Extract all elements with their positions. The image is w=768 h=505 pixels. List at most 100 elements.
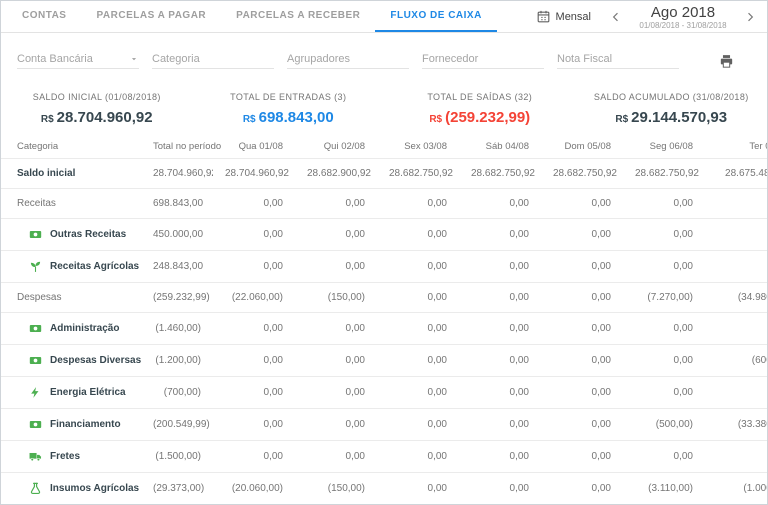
cashflow-table-body: Saldo inicial 28.704.960,92 28.704.960,92 2… xyxy=(1,158,767,504)
value-cell: 0,00 xyxy=(541,188,623,219)
currency-prefix: R$ xyxy=(429,114,443,125)
print-button[interactable] xyxy=(718,53,735,70)
table-row-saldo-inicial: Saldo inicial 28.704.960,92 28.704.960,92 2… xyxy=(1,158,767,189)
fornecedor-input[interactable] xyxy=(422,53,544,65)
cashflow-table: Categoria Total no período Qua 01/08 Qui 02… xyxy=(1,134,767,504)
categoria-input[interactable] xyxy=(152,53,274,65)
value-cell: 28.704.960,92 xyxy=(141,158,213,189)
seedling-icon xyxy=(29,260,42,273)
print-icon xyxy=(718,53,735,70)
filter-field-conta-bancaria xyxy=(17,53,139,69)
value-cell: 248.843,00 xyxy=(141,250,213,283)
value-cell: 0,00 xyxy=(705,250,767,283)
value-cell: 0,00 xyxy=(377,472,459,504)
column-header-sab-04-08: Sáb 04/08 xyxy=(485,141,529,152)
amount: 28.704.960,92 xyxy=(56,109,153,126)
value-cell: 0,00 xyxy=(705,188,767,219)
column-header-categoria: Categoria xyxy=(17,141,59,152)
next-period-button[interactable] xyxy=(739,6,761,28)
category-cell[interactable]: Insumos Agrícolas xyxy=(1,472,141,504)
category-label: Fretes xyxy=(50,451,81,462)
value-cell: 0,00 xyxy=(705,312,767,345)
value-cell: 0,00 xyxy=(213,376,295,409)
value-cell: 0,00 xyxy=(541,218,623,251)
category-cell[interactable]: Outras Receitas xyxy=(1,218,141,251)
table-row-energia-eletrica: Energia Elétrica (700,00) 0,00 0,00 0,00 0,00… xyxy=(1,376,767,409)
agrupadores-input[interactable] xyxy=(287,53,409,65)
category-cell[interactable]: Fretes xyxy=(1,440,141,473)
summary-card-title: TOTAL DE SAÍDAS (32) xyxy=(427,92,533,102)
conta-bancaria-input[interactable] xyxy=(17,53,129,65)
value-cell: 0,00 xyxy=(459,218,541,251)
currency-prefix: R$ xyxy=(615,114,629,125)
column-header-qui-02-08: Qui 02/08 xyxy=(323,141,365,152)
tab-parcelas-a-receber[interactable]: PARCELAS A RECEBER xyxy=(236,10,361,21)
currency-prefix: R$ xyxy=(40,114,54,125)
value-cell: (1.460,00) xyxy=(141,312,213,345)
summary-card-title: TOTAL DE ENTRADAS (3) xyxy=(230,92,347,102)
value-cell: (200.549,99) xyxy=(141,408,213,441)
view-mode-label: Mensal xyxy=(555,10,591,23)
period-title: Ago 2018 xyxy=(650,4,716,21)
value-cell: 0,00 xyxy=(213,440,295,473)
value-cell: 0,00 xyxy=(541,408,623,441)
category-cell[interactable]: Energia Elétrica xyxy=(1,376,141,409)
value-cell: 0,00 xyxy=(377,312,459,345)
value-cell: 450.000,00 xyxy=(141,218,213,251)
value-cell: 0,00 xyxy=(213,408,295,441)
table-row-despesas: Despesas (259.232,99) (22.060,00) (150,00) 0… xyxy=(1,282,767,313)
value-cell: 0,00 xyxy=(459,282,541,313)
previous-period-button[interactable] xyxy=(605,6,627,28)
value-cell: (500,00) xyxy=(623,408,705,441)
column-header-total-no-periodo: Total no período xyxy=(153,141,222,152)
summary-card-total-de-entradas-3: TOTAL DE ENTRADAS (3) R$ 698.843,00 xyxy=(193,92,385,134)
chevron-right-icon xyxy=(743,10,757,24)
value-cell: 0,00 xyxy=(213,188,295,219)
category-cell[interactable]: Administração xyxy=(1,312,141,345)
value-cell: (150,00) xyxy=(295,472,377,504)
value-cell: (7.270,00) xyxy=(623,282,705,313)
table-row-outras-receitas: Outras Receitas 450.000,00 0,00 0,00 0,00 0,0… xyxy=(1,218,767,251)
column-header-qua-01-08: Qua 01/08 xyxy=(238,141,283,152)
view-mode-button[interactable]: Mensal xyxy=(536,9,591,24)
column-header-dom-05-08: Dom 05/08 xyxy=(564,141,611,152)
category-cell[interactable]: Financiamento xyxy=(1,408,141,441)
nota-fiscal-input[interactable] xyxy=(557,53,679,65)
table-row-receitas: Receitas 698.843,00 0,00 0,00 0,00 0,00 0,00 0,… xyxy=(1,188,767,219)
category-label: Despesas xyxy=(17,292,62,303)
filter-field-agrupadores xyxy=(287,53,409,69)
category-cell[interactable]: Despesas Diversas xyxy=(1,344,141,377)
category-cell[interactable]: Receitas Agrícolas xyxy=(1,250,141,283)
filter-field-fornecedor xyxy=(422,53,544,69)
value-cell: 0,00 xyxy=(623,250,705,283)
chevron-down-icon[interactable] xyxy=(129,54,139,64)
value-cell: 0,00 xyxy=(295,250,377,283)
tab-contas[interactable]: CONTAS xyxy=(22,10,67,21)
value-cell: 0,00 xyxy=(295,376,377,409)
table-header-row: Categoria Total no período Qua 01/08 Qui 02… xyxy=(1,134,767,159)
value-cell: 0,00 xyxy=(459,440,541,473)
filter-field-categoria xyxy=(152,53,274,69)
value-cell: 0,00 xyxy=(377,282,459,313)
value-cell: 0,00 xyxy=(377,188,459,219)
banknote-icon xyxy=(29,418,42,431)
tab-bar: CONTAS PARCELAS A PAGAR PARCELAS A RECEBER… xyxy=(1,1,767,33)
tab-fluxo-de-caixa[interactable]: FLUXO DE CAIXA xyxy=(375,1,497,32)
value-cell: (34.980,00) xyxy=(705,282,767,313)
value-cell: 0,00 xyxy=(459,472,541,504)
table-row-financiamento: Financiamento (200.549,99) 0,00 0,00 0,00 0,0… xyxy=(1,408,767,441)
summary-cards: SALDO INICIAL (01/08/2018) R$ 28.704.960,9… xyxy=(1,79,767,134)
value-cell: 0,00 xyxy=(459,376,541,409)
category-cell: Receitas xyxy=(1,188,141,219)
value-cell: (33.380,00) xyxy=(705,408,767,441)
value-cell: (20.060,00) xyxy=(213,472,295,504)
value-cell: 28.704.960,92 xyxy=(213,158,295,189)
category-label: Outras Receitas xyxy=(50,229,127,240)
value-cell: 0,00 xyxy=(541,250,623,283)
value-cell: 0,00 xyxy=(377,344,459,377)
category-cell: Saldo inicial xyxy=(1,158,141,189)
table-row-receitas-agricolas: Receitas Agrícolas 248.843,00 0,00 0,00 0,00… xyxy=(1,250,767,283)
value-cell: (1.000,00) xyxy=(705,472,767,504)
tab-parcelas-a-pagar[interactable]: PARCELAS A PAGAR xyxy=(96,10,207,21)
